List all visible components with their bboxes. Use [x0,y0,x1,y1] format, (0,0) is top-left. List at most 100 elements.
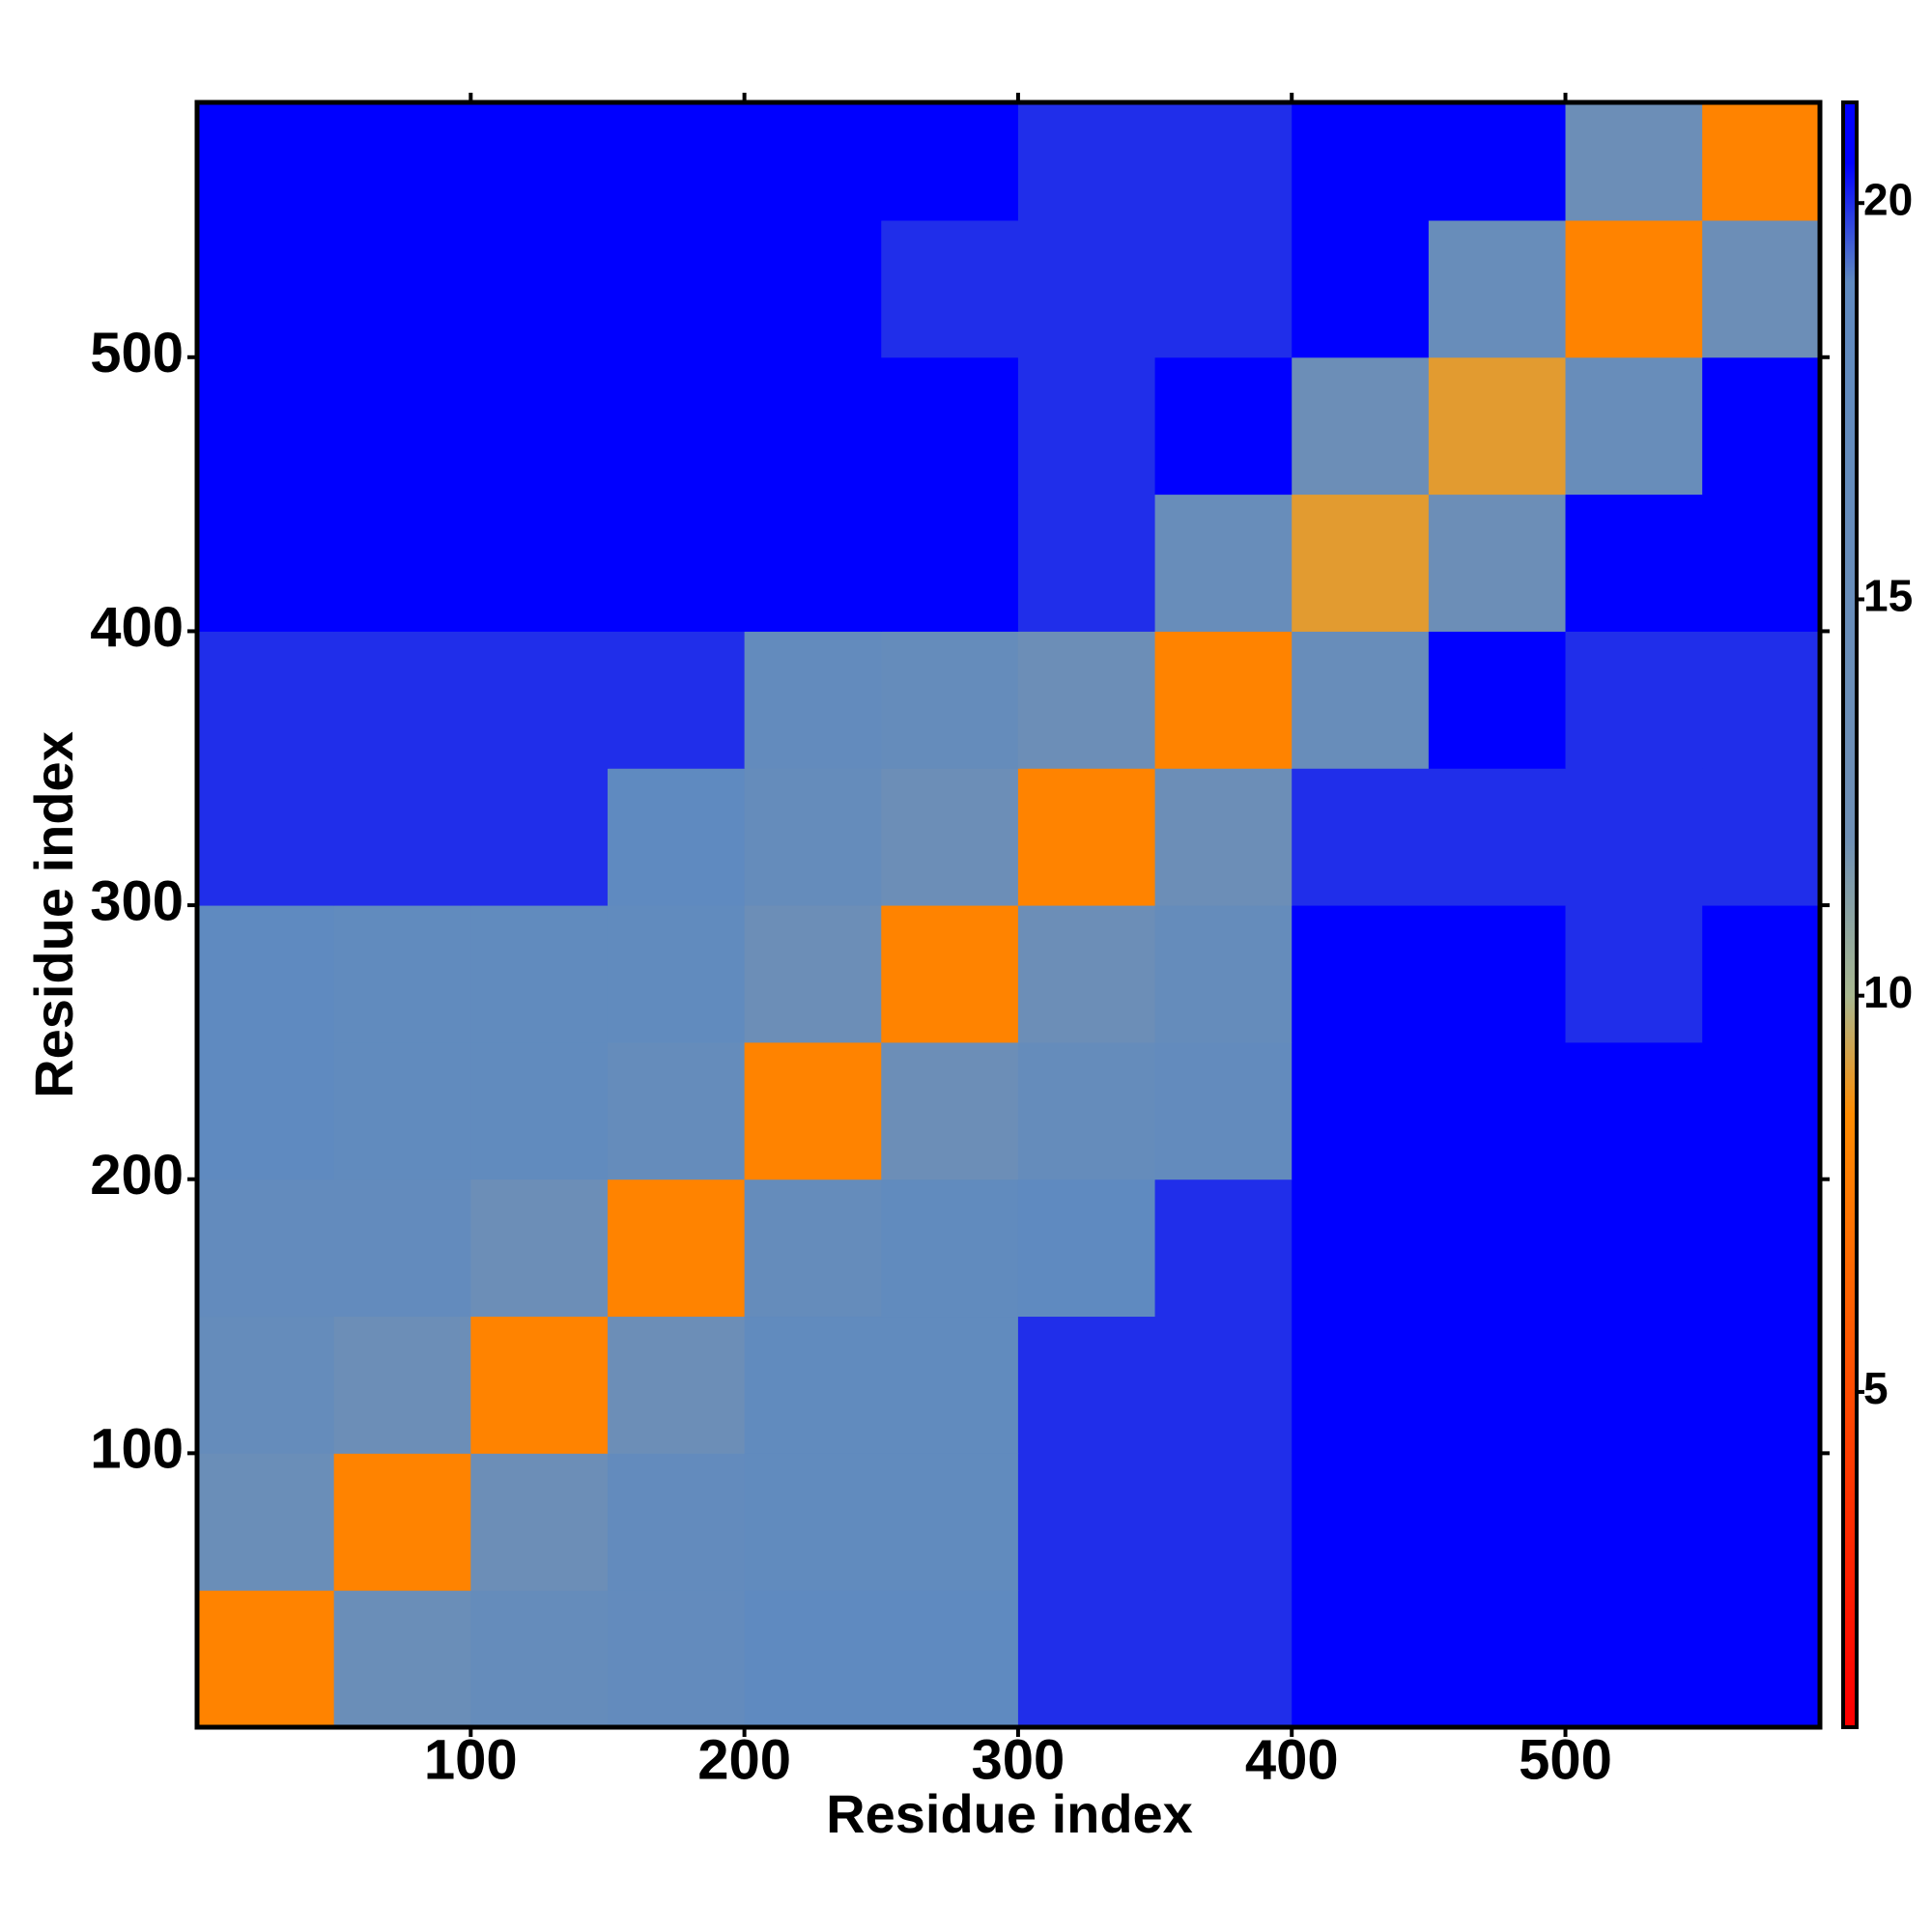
heatmap-cell [1292,1041,1430,1180]
heatmap-cell [470,102,609,221]
heatmap-cell [1154,1453,1293,1591]
heatmap-cell [197,768,335,906]
heatmap-cell [1154,905,1293,1043]
heatmap-cell [333,631,471,769]
heatmap-cell [197,494,335,632]
heatmap-cell [607,905,746,1043]
heatmap-cell [881,102,1019,221]
heatmap-cell [1565,768,1703,906]
heatmap-cell [1017,768,1156,906]
heatmap-cell [881,1453,1019,1591]
heatmap-cell [470,1453,609,1591]
heatmap-cell [1292,1316,1430,1454]
x-tick-label: 300 [972,1728,1065,1791]
heatmap-cell [333,905,471,1043]
heatmap-cell [1292,494,1430,632]
heatmap-cell [333,1453,471,1591]
heatmap-cell [197,905,335,1043]
heatmap-cell [333,1316,471,1454]
heatmap-cell [744,356,882,496]
heatmap-cell [1154,768,1293,906]
heatmap-cell [1154,1041,1293,1180]
y-tick-label: 100 [90,1418,184,1481]
heatmap-cell [881,905,1019,1043]
heatmap-cell [607,219,746,358]
heatmap-cell [1428,356,1567,496]
heatmap-cell [470,768,609,906]
heatmap-cell [607,1453,746,1591]
heatmap-cell [333,102,471,221]
heatmap-cell [1428,102,1567,221]
heatmap-cell [1702,1179,1821,1318]
heatmap-cell [1154,1179,1293,1318]
heatmap-cell [1292,102,1430,221]
heatmap-cell [333,1590,471,1728]
heatmap-cell [333,768,471,906]
heatmap-cell [1292,1179,1430,1318]
heatmap-cell [881,494,1019,632]
heatmap-cell [881,1590,1019,1728]
heatmap-cell [1017,905,1156,1043]
heatmap-cell [197,356,335,496]
heatmap-cell [333,356,471,496]
heatmap-cell [1017,1590,1156,1728]
heatmap-cell [744,494,882,632]
y-tick-label: 200 [90,1144,184,1207]
colorbar-tick-label: 10 [1863,967,1913,1017]
colorbar-tick-label: 20 [1863,174,1913,224]
heatmap-cell [607,494,746,632]
heatmap-cell [1565,356,1703,496]
heatmap-cell [744,768,882,906]
heatmap-cell [470,631,609,769]
heatmap-cell [1565,631,1703,769]
heatmap-cell [1428,219,1567,358]
heatmap-cell [1017,1316,1156,1454]
heatmap-cell [333,1179,471,1318]
heatmap-cell [333,494,471,632]
x-tick-label: 400 [1245,1728,1339,1791]
x-tick-label: 500 [1519,1728,1612,1791]
y-tick-label: 400 [90,596,184,659]
heatmap-cell [744,1041,882,1180]
heatmap-cell [1017,1041,1156,1180]
x-tick-label: 100 [424,1728,518,1791]
heatmap-cell [1154,102,1293,221]
colorbar-tick-label: 5 [1863,1363,1889,1413]
heatmap-cell [1565,1179,1703,1318]
heatmap-cell [1702,1316,1821,1454]
heatmap-cell [470,1316,609,1454]
heatmap-cell [1702,102,1821,221]
heatmap-cell [1702,905,1821,1043]
heatmap-cell [197,631,335,769]
heatmap-cell [470,356,609,496]
heatmap-cell [333,1041,471,1180]
heatmap-cell [1565,1453,1703,1591]
heatmap-cell [1017,219,1156,358]
heatmap-cell [1565,102,1703,221]
heatmap-cell [1702,768,1821,906]
heatmap-cell [333,219,471,358]
heatmap-cell [197,1316,335,1454]
heatmap-cell [470,1590,609,1728]
colorbar [1841,100,1859,1729]
heatmap-cell [607,102,746,221]
heatmap-cell [744,905,882,1043]
heatmap-cell [1428,631,1567,769]
heatmap-cell [1702,1041,1821,1180]
heatmap-cell [1565,494,1703,632]
heatmap-cell [1565,1041,1703,1180]
heatmap-cell [607,1179,746,1318]
heatmap-cell [1702,1590,1821,1728]
heatmap-cell [1154,1316,1293,1454]
colorbar-tick-label: 15 [1863,571,1913,621]
heatmap-cell [1428,905,1567,1043]
heatmap-cell [1565,1316,1703,1454]
heatmap-cell [744,631,882,769]
y-tick-label: 500 [90,322,184,384]
heatmap-cell [881,1041,1019,1180]
heatmap-cell [881,1179,1019,1318]
heatmap-cell [197,1453,335,1591]
heatmap-cell [1292,905,1430,1043]
heatmap-cell [197,1041,335,1180]
heatmap-cell [197,1590,335,1728]
